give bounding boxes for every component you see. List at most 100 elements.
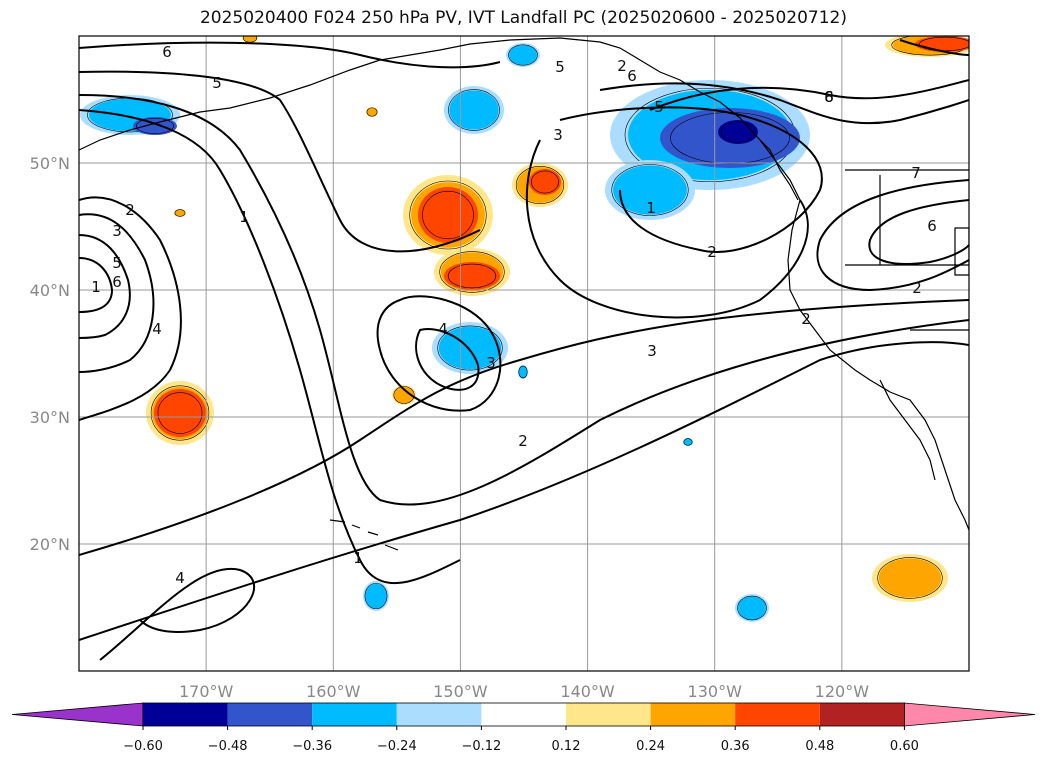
colorbar-segment (819, 703, 905, 726)
colorbar-segment (481, 703, 566, 726)
anomaly-outline (422, 190, 474, 240)
colorbar-tick-label: 0.60 (890, 739, 919, 754)
colorbar-segment (312, 703, 397, 726)
anomaly-outline (683, 438, 693, 446)
colorbar-extend-low (11, 702, 144, 727)
colorbar-tick-label: −0.12 (461, 739, 501, 754)
contour-label: 1 (646, 199, 656, 217)
contour-label: 2 (518, 432, 528, 450)
lon-tick-label: 150°W (433, 682, 488, 701)
lat-tick-label: 40°N (30, 281, 70, 300)
contour-label: 6 (627, 67, 637, 85)
colorbar-frame (142, 702, 905, 727)
contour-label: 6 (112, 273, 122, 291)
anomaly-outline (611, 164, 689, 216)
contour-label: 1 (353, 549, 363, 567)
contour-label: 5 (654, 98, 664, 116)
anomaly-outline (531, 170, 559, 194)
lon-tick-label: 130°W (688, 682, 743, 701)
contour-label: 5 (212, 74, 222, 92)
contour-label: 1 (91, 278, 101, 296)
colorbar-segment (143, 703, 228, 726)
contour-label: 6 (162, 43, 172, 61)
colorbar-tick-label: −0.24 (377, 739, 417, 754)
anomaly-patch (133, 117, 177, 135)
anomaly-patch (449, 90, 499, 130)
lat-tick-label: 50°N (30, 154, 70, 173)
contour-label: 3 (553, 126, 563, 144)
contour-label: 2 (801, 310, 811, 328)
anomaly-outline (409, 180, 487, 250)
anomaly-patch (243, 36, 257, 43)
anomaly-outline (737, 595, 767, 621)
anomaly-outline (515, 166, 565, 205)
anomaly-outline (174, 209, 186, 217)
contour-label: 2 (707, 243, 717, 261)
anomaly-patch (154, 389, 206, 437)
colorbar-tick-labels: −0.60 −0.48 −0.36 −0.24 −0.12 0.12 0.24 0.36 0.4… (123, 726, 919, 754)
anomaly-patch (509, 45, 537, 65)
colorbar-tick-label: −0.48 (208, 739, 248, 754)
anomaly-patch (367, 107, 377, 117)
contour-label: 5 (112, 254, 122, 272)
map-title: 2025020400 F024 250 hPa PV, IVT Landfall… (199, 8, 847, 28)
contour-label: 1 (239, 208, 249, 226)
colorbar-tick-label: 0.36 (721, 739, 750, 754)
anomaly-outline (136, 118, 175, 134)
anomaly-outline (364, 582, 388, 610)
colorbar-tick-label: −0.60 (123, 739, 163, 754)
anomaly-outline (518, 365, 528, 379)
colorbar (11, 702, 1036, 727)
anomaly-outline (366, 107, 378, 117)
anomaly-outline (720, 121, 756, 143)
anomaly-outline (437, 325, 503, 371)
anomaly-patch (738, 596, 766, 620)
colorbar-tick-label: 0.12 (552, 739, 581, 754)
anomaly-outline (393, 386, 415, 404)
anomaly-outline (447, 263, 497, 289)
contour-label: 2 (125, 201, 135, 219)
anomaly-outline (157, 392, 203, 434)
contour-label: 6 (824, 88, 834, 106)
contour-label: 3 (647, 342, 657, 360)
anomaly-patch (529, 169, 561, 195)
ivt-contours (79, 39, 969, 661)
colorbar-segment (650, 703, 736, 726)
contour-label: 3 (112, 222, 122, 240)
colorbar-segment (396, 703, 482, 726)
anomaly-patch (683, 438, 693, 446)
contour-label: 4 (175, 569, 185, 587)
lon-tick-label: 160°W (306, 682, 361, 701)
lat-tick-label: 20°N (30, 535, 70, 554)
colorbar-segment (227, 703, 313, 726)
anomaly-patch (418, 187, 478, 243)
colorbar-tick-label: 0.24 (636, 739, 665, 754)
contour-label: 3 (486, 354, 496, 372)
anomaly-outline (877, 557, 943, 599)
contour-label: 8 (824, 88, 834, 106)
coastline (79, 37, 969, 551)
anomaly-outline (508, 44, 538, 66)
anomaly-patch (915, 36, 969, 52)
anomaly-patch (175, 209, 185, 217)
colorbar-tick-label: 0.48 (805, 739, 834, 754)
map-frame (78, 35, 970, 672)
anomaly-outline (150, 385, 210, 441)
contour-label: 7 (911, 164, 921, 182)
colorbar-segment (735, 703, 820, 726)
anomaly-patch (444, 262, 500, 290)
anomaly-outline (439, 251, 505, 293)
lon-tick-label: 140°W (560, 682, 615, 701)
contour-label: 2 (912, 279, 922, 297)
lon-tick-label: 170°W (179, 682, 234, 701)
longitude-tick-labels: 170°W 160°W 150°W 140°W 130°W 120°W (179, 682, 869, 701)
colorbar-segment (566, 703, 651, 726)
contour-label: 6 (927, 217, 937, 235)
contour-label: 2 (617, 57, 627, 75)
contour-label: 5 (555, 58, 565, 76)
contour-label: 4 (152, 320, 162, 338)
colorbar-tick-label: −0.36 (292, 739, 332, 754)
anomaly-patch (613, 165, 687, 215)
